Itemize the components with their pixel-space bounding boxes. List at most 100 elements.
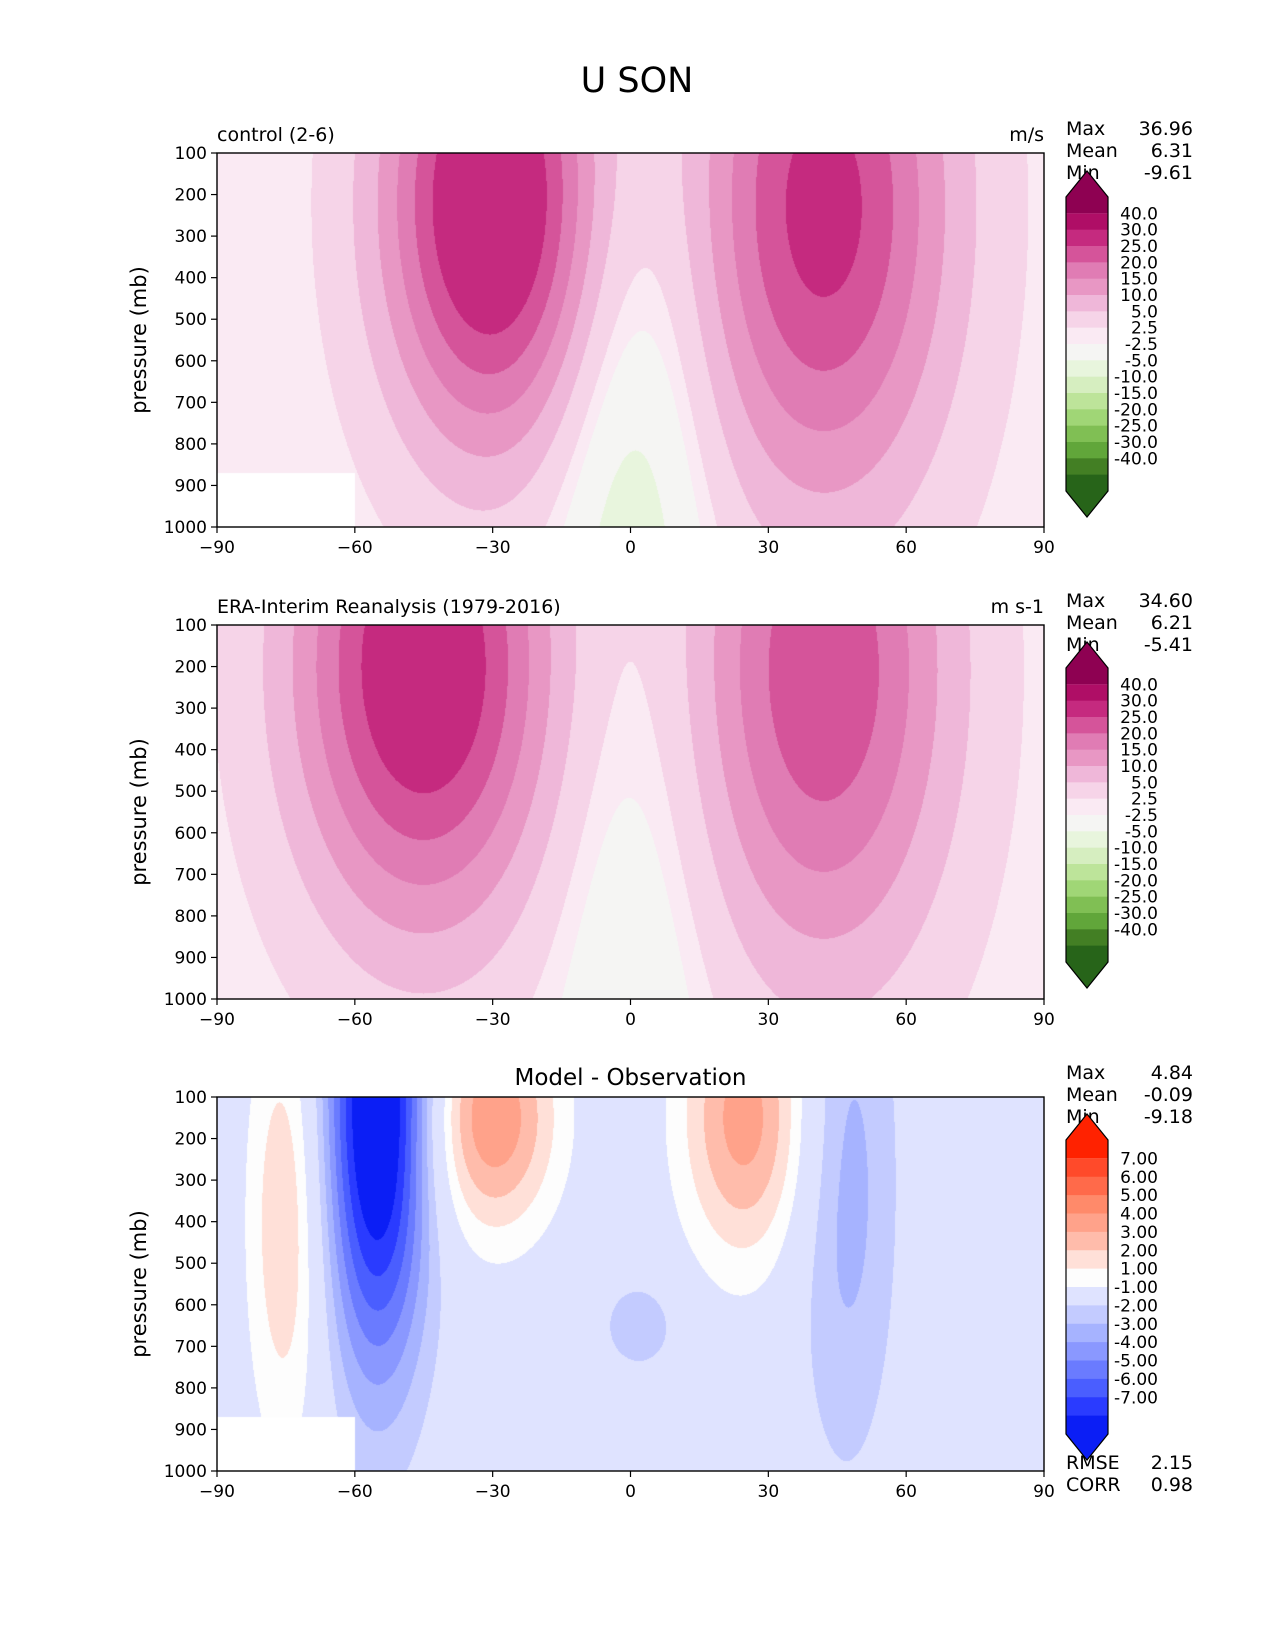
y-tick-label: 1000 (164, 990, 207, 1010)
colorbar-segment (1066, 798, 1108, 816)
y-axis-label: pressure (mb) (127, 738, 151, 886)
colorbar-segment (1066, 425, 1108, 443)
colorbar-label: -2.5 (1125, 806, 1158, 826)
colorbar-extend-max (1066, 171, 1108, 214)
y-tick-label: 400 (175, 269, 207, 289)
y-tick-label: 200 (175, 658, 207, 678)
colorbar-label: -30.0 (1114, 433, 1158, 453)
x-tick-label: −60 (337, 1010, 373, 1030)
colorbar-segment (1066, 360, 1108, 378)
colorbar-label: -15.0 (1114, 384, 1158, 404)
colorbar-label: -4.00 (1114, 1333, 1158, 1353)
y-tick-label: 900 (175, 476, 207, 496)
panel-title: ERA-Interim Reanalysis (1979-2016) (217, 596, 561, 618)
colorbar-extend-min (1066, 474, 1108, 517)
y-tick-label: 1000 (164, 518, 207, 538)
colorbar-label: -25.0 (1114, 417, 1158, 437)
colorbar-label: 6.00 (1120, 1168, 1158, 1188)
y-tick-label: 600 (175, 1296, 207, 1316)
colorbar-segment (1066, 262, 1108, 280)
colorbar-label: -6.00 (1114, 1370, 1158, 1390)
y-tick-label: 400 (175, 1213, 207, 1233)
x-tick-label: −30 (475, 1010, 511, 1030)
stat-value: -9.18 (1144, 1106, 1193, 1128)
x-tick-label: −60 (337, 538, 373, 558)
x-tick-label: −90 (199, 1010, 235, 1030)
y-tick-label: 600 (175, 824, 207, 844)
colorbar-segment (1066, 929, 1108, 947)
colorbar-label: -10.0 (1114, 368, 1158, 388)
stat-value: -9.61 (1144, 162, 1193, 184)
x-tick-label: 0 (625, 538, 636, 558)
colorbar-label: -25.0 (1114, 888, 1158, 908)
colorbar-segment (1066, 458, 1108, 476)
x-tick-label: 60 (895, 1010, 917, 1030)
x-tick-label: 60 (895, 1482, 917, 1502)
stat-value: 6.21 (1151, 612, 1193, 634)
units-label: m s-1 (991, 596, 1044, 618)
stat-value: 4.84 (1151, 1062, 1193, 1084)
colorbar-label: 5.0 (1131, 773, 1158, 793)
colorbar-segment (1066, 213, 1108, 231)
colorbar-segment (1066, 442, 1108, 459)
x-tick-label: 90 (1033, 1482, 1055, 1502)
colorbar-segment (1066, 717, 1108, 734)
colorbar-label: 30.0 (1120, 692, 1158, 712)
colorbar-segment (1066, 1287, 1108, 1306)
colorbar-outline (1065, 641, 1109, 989)
colorbar-segment (1066, 295, 1108, 312)
colorbar-label: -40.0 (1114, 920, 1158, 940)
colorbar-segment (1066, 1305, 1108, 1325)
contour-field (217, 625, 1044, 999)
x-tick-label: 30 (758, 1482, 780, 1502)
colorbar-segment (1066, 376, 1108, 394)
panel-control: control (2-6) m/s100200300400500600700800… (127, 118, 1193, 558)
colorbar-segment (1066, 246, 1108, 263)
colorbar-label: 1.00 (1120, 1260, 1158, 1280)
colorbar-segment (1066, 847, 1108, 865)
y-axis-label: pressure (mb) (127, 266, 151, 414)
colorbar-segment (1066, 1397, 1108, 1417)
y-tick-label: 700 (175, 393, 207, 413)
colorbar-label: 15.0 (1120, 270, 1158, 290)
y-tick-label: 1000 (164, 1462, 207, 1482)
stat-label: Max (1066, 590, 1105, 612)
x-tick-label: 30 (758, 538, 780, 558)
y-tick-label: 300 (175, 1171, 207, 1191)
x-tick-label: −60 (337, 1482, 373, 1502)
y-tick-label: 400 (175, 741, 207, 761)
colorbar-segment (1066, 684, 1108, 702)
figure-title: U SON (581, 61, 694, 101)
y-axis-label: pressure (mb) (127, 1210, 151, 1358)
colorbar-outline (1065, 1113, 1109, 1461)
y-tick-label: 300 (175, 227, 207, 247)
colorbar-segment (1066, 831, 1108, 849)
colorbar-segment (1066, 1342, 1108, 1361)
colorbar-label: 25.0 (1120, 708, 1158, 728)
x-tick-label: −90 (199, 538, 235, 558)
stat-value: 36.96 (1139, 118, 1193, 140)
colorbar-segment (1066, 1250, 1108, 1270)
colorbar-segment (1066, 1323, 1108, 1343)
colorbar-segment (1066, 278, 1108, 296)
colorbar-segment (1066, 766, 1108, 783)
stat-label: Max (1066, 118, 1105, 140)
colorbar-segment (1066, 913, 1108, 930)
colorbar-segment (1066, 1158, 1108, 1178)
contour-field (217, 153, 1044, 527)
y-tick-label: 500 (175, 782, 207, 802)
colorbar-segment (1066, 1213, 1108, 1233)
colorbar-segment (1066, 815, 1108, 832)
colorbar-label: -20.0 (1114, 400, 1158, 420)
x-tick-label: 0 (625, 1010, 636, 1030)
colorbar-extend-min (1066, 945, 1108, 988)
colorbar-label: -20.0 (1114, 871, 1158, 891)
y-tick-label: 300 (175, 699, 207, 719)
colorbar-label: 5.0 (1131, 302, 1158, 322)
colorbar-segment (1066, 733, 1108, 751)
colorbar-label: -7.00 (1114, 1388, 1158, 1408)
colorbar-label: 25.0 (1120, 237, 1158, 257)
colorbar-segment (1066, 1231, 1108, 1251)
colorbar-label: -2.00 (1114, 1296, 1158, 1316)
